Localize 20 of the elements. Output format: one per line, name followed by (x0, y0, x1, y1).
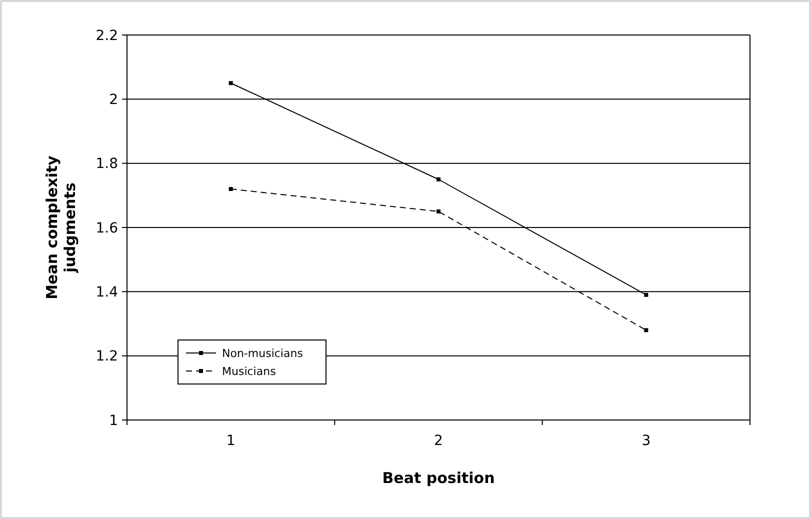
y-tick-label: 1.6 (96, 220, 118, 236)
y-tick-label: 2 (109, 92, 118, 108)
y-tick-label: 1.8 (96, 156, 118, 172)
point (644, 292, 648, 297)
point (644, 328, 648, 332)
y-tick-label: 1 (109, 412, 118, 429)
y-tick-label: 2.2 (96, 28, 118, 44)
x-tick-label: 1 (226, 433, 236, 449)
x-tick-label: 2 (434, 433, 443, 449)
point (228, 187, 233, 191)
legend-label: Non-musicians (222, 346, 304, 360)
y-tick-label: 1.4 (96, 284, 118, 301)
x-tick-label: 3 (642, 433, 651, 449)
y-tick-label: 1.2 (96, 348, 118, 365)
point (228, 81, 233, 86)
point (436, 177, 440, 182)
x-axis-title: Beat position (382, 469, 495, 487)
point (436, 209, 440, 214)
legend-label: Musicians (222, 364, 276, 378)
y-axis-title: Mean complexity judgments (43, 155, 79, 300)
